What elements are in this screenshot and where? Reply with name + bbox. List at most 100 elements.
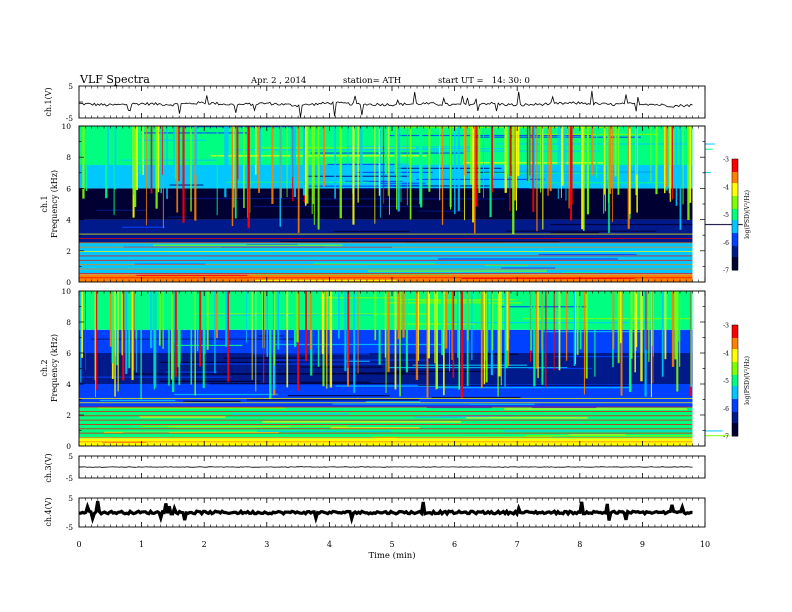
sferic-streak — [604, 126, 606, 212]
sferic-streak — [135, 291, 137, 340]
spectral-streak — [246, 399, 420, 401]
y-axis-label: Frequency (kHz) — [50, 334, 59, 402]
colorbar-cell — [732, 258, 738, 262]
sferic-streak — [216, 126, 218, 216]
harmonic-line — [79, 251, 693, 253]
spectral-streak — [506, 230, 657, 232]
spectral-streak — [366, 401, 421, 403]
sferic-streak — [532, 126, 535, 212]
spectral-streak — [96, 209, 148, 211]
harmonic-line — [79, 259, 693, 261]
sferic-streak — [176, 126, 179, 213]
colorbar-cell — [732, 350, 738, 354]
sferic-streak — [464, 126, 467, 176]
sferic-streak — [586, 126, 589, 215]
sferic-streak — [255, 126, 257, 175]
colorbar-cell — [732, 380, 738, 383]
figure-date: Apr. 2 , 2014 — [250, 76, 306, 86]
y-tick-label: 4 — [66, 216, 71, 225]
channel-label: ch.2 — [40, 359, 49, 376]
sferic-streak — [206, 291, 209, 350]
sferic-streak — [441, 291, 444, 356]
spectral-streak — [327, 163, 401, 166]
colorbar-cell — [732, 402, 738, 406]
spectral-streak — [186, 192, 372, 194]
x-tick-label: 1 — [139, 540, 144, 549]
harmonic-line — [79, 441, 693, 443]
sferic-streak — [619, 291, 622, 344]
sferic-streak — [85, 291, 87, 371]
sferic-streak — [668, 126, 671, 194]
colorbar-cell — [732, 242, 738, 245]
colorbar-cell — [732, 238, 738, 241]
sferic-streak — [434, 291, 436, 364]
x-tick-label: 8 — [577, 540, 582, 549]
spectral-streak — [144, 132, 251, 134]
sferic-streak — [490, 291, 493, 376]
sferic-streak — [582, 126, 585, 231]
sferic-streak — [504, 291, 506, 387]
sferic-streak — [135, 126, 138, 191]
sferic-streak — [111, 291, 114, 364]
colorbar-cell — [732, 197, 738, 201]
colorbar-cell — [732, 159, 738, 162]
harmonic-line — [79, 238, 693, 239]
spectral-streak — [484, 264, 529, 267]
sferic-streak — [483, 291, 486, 385]
sferic-streak — [158, 291, 161, 346]
spectral-streak — [465, 417, 588, 419]
sferic-streak — [547, 126, 549, 196]
y-tick-label: 8 — [66, 153, 71, 162]
spectral-streak — [394, 129, 444, 131]
sferic-streak — [489, 126, 492, 218]
spectral-streak — [416, 178, 545, 181]
sferic-streak — [470, 126, 472, 185]
figure-title: VLF Spectra — [79, 73, 150, 86]
spectral-streak — [224, 357, 309, 359]
sferic-streak — [675, 126, 678, 206]
sferic-streak — [603, 126, 606, 195]
sferic-streak — [374, 291, 377, 341]
sferic-streak — [279, 126, 281, 227]
spectral-streak — [137, 139, 207, 141]
sferic-streak — [347, 291, 350, 368]
sferic-streak — [190, 291, 193, 385]
sferic-streak — [558, 291, 561, 371]
spectral-streak — [103, 431, 279, 433]
sferic-streak — [80, 291, 84, 358]
sferic-streak — [635, 126, 637, 184]
spectral-streak — [488, 162, 605, 164]
x-tick-label: 9 — [640, 540, 645, 549]
spectral-streak — [431, 396, 521, 399]
colorbar-cell — [732, 397, 738, 400]
sferic-streak — [329, 291, 333, 388]
spectral-streak — [550, 223, 743, 226]
harmonic-line — [79, 432, 693, 434]
sferic-streak — [309, 291, 312, 350]
sferic-streak — [530, 291, 533, 351]
spectral-streak — [262, 147, 416, 149]
spectral-streak — [99, 399, 176, 402]
sferic-streak — [162, 126, 163, 175]
spectral-streak — [470, 136, 641, 138]
spectral-streak — [174, 363, 387, 365]
spectral-streak — [333, 230, 410, 233]
sferic-streak — [452, 291, 455, 378]
colorbar-cell — [732, 249, 738, 252]
colorbar-cell — [732, 376, 738, 380]
colorbar-cell — [732, 400, 738, 404]
colorbar-cell — [732, 199, 738, 203]
harmonic-line — [79, 406, 693, 408]
sferic-streak — [384, 126, 388, 174]
spectral-streak — [394, 370, 489, 373]
colorbar-tick-label: -7 — [723, 268, 729, 275]
y-tick-label: 0 — [66, 442, 71, 451]
harmonic-line — [79, 246, 693, 248]
colorbar-cell — [732, 231, 738, 234]
colorbar-cell — [732, 194, 738, 197]
y-axis-label: ch.4(V) — [44, 497, 53, 526]
sferic-streak — [177, 291, 180, 368]
sferic-streak — [247, 126, 250, 229]
sferic-streak — [427, 291, 430, 359]
sferic-streak — [509, 126, 512, 176]
